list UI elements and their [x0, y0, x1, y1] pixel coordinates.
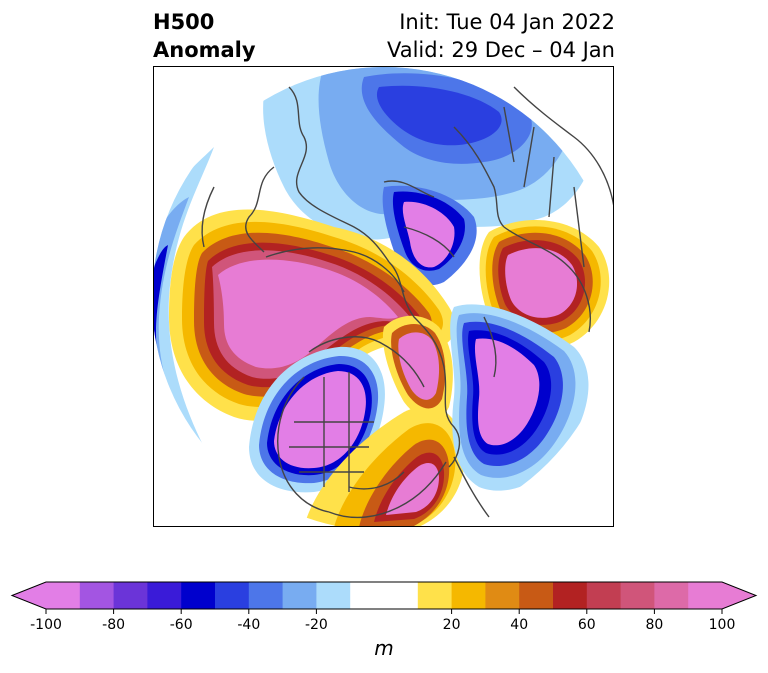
negative-anomaly-atlantic: [450, 304, 589, 491]
forecast-dates: Init: Tue 04 Jan 2022 Valid: 29 Dec – 04…: [387, 8, 615, 64]
negative-anomaly-west: [154, 147, 214, 447]
colorbar-segment: [215, 582, 250, 609]
colorbar-tick-label: 60: [578, 617, 596, 633]
positive-anomaly-pacific: [169, 209, 455, 421]
colorbar-tick-label: -100: [30, 617, 62, 633]
colorbar-segment: [248, 582, 284, 609]
colorbar-segment: [654, 582, 689, 609]
colorbar-extend-low: [12, 582, 46, 609]
colorbar: -100 -80 -60 -40 -20 20 40 60 80 100: [10, 581, 758, 633]
colorbar-unit-label: m: [374, 636, 394, 660]
colorbar-segment: [46, 582, 81, 609]
colorbar-segment: [417, 582, 453, 609]
colorbar-blocks: [10, 581, 758, 610]
colorbar-tick-label: 80: [645, 617, 663, 633]
colorbar-segment: [620, 582, 655, 609]
colorbar-segment: [113, 582, 148, 609]
colorbar-segment: [316, 582, 351, 609]
valid-range: Valid: 29 Dec – 04 Jan: [386, 38, 615, 62]
colorbar-segment: [350, 582, 419, 609]
colorbar-segment: [586, 582, 622, 609]
positive-anomaly-eastern-us: [304, 406, 465, 526]
colorbar-tick-label: -40: [237, 617, 260, 633]
colorbar-segment: [79, 582, 115, 609]
colorbar-ticks: -100 -80 -60 -40 -20 20 40 60 80 100: [30, 609, 735, 633]
anomaly-map: [153, 66, 614, 527]
colorbar-segment: [147, 582, 182, 609]
colorbar-tick-label: -20: [305, 617, 328, 633]
colorbar-tick-label: 20: [443, 617, 461, 633]
anomaly-map-svg: [154, 67, 613, 526]
colorbar-tick-label: 100: [709, 617, 736, 633]
anomaly-fields: [154, 67, 610, 526]
coastlines: [201, 86, 613, 519]
colorbar-segment: [688, 582, 723, 609]
positive-anomaly-greenland: [382, 315, 453, 420]
colorbar-tick-label: 40: [510, 617, 528, 633]
colorbar-segment: [451, 582, 486, 609]
title-line1: H500: [153, 10, 215, 34]
colorbar-segment: [519, 582, 554, 609]
colorbar-tick-label: -80: [102, 617, 125, 633]
colorbar-segment: [553, 582, 588, 609]
colorbar-segment: [485, 582, 520, 609]
init-date: Init: Tue 04 Jan 2022: [399, 10, 615, 34]
title-line2: Anomaly: [153, 38, 256, 62]
colorbar-tick-label: -60: [170, 617, 193, 633]
positive-anomaly-europe: [479, 220, 610, 349]
colorbar-segment: [282, 582, 317, 609]
chart-title: H500 Anomaly: [153, 8, 256, 64]
colorbar-extend-high: [722, 582, 756, 609]
colorbar-segment: [181, 582, 216, 609]
